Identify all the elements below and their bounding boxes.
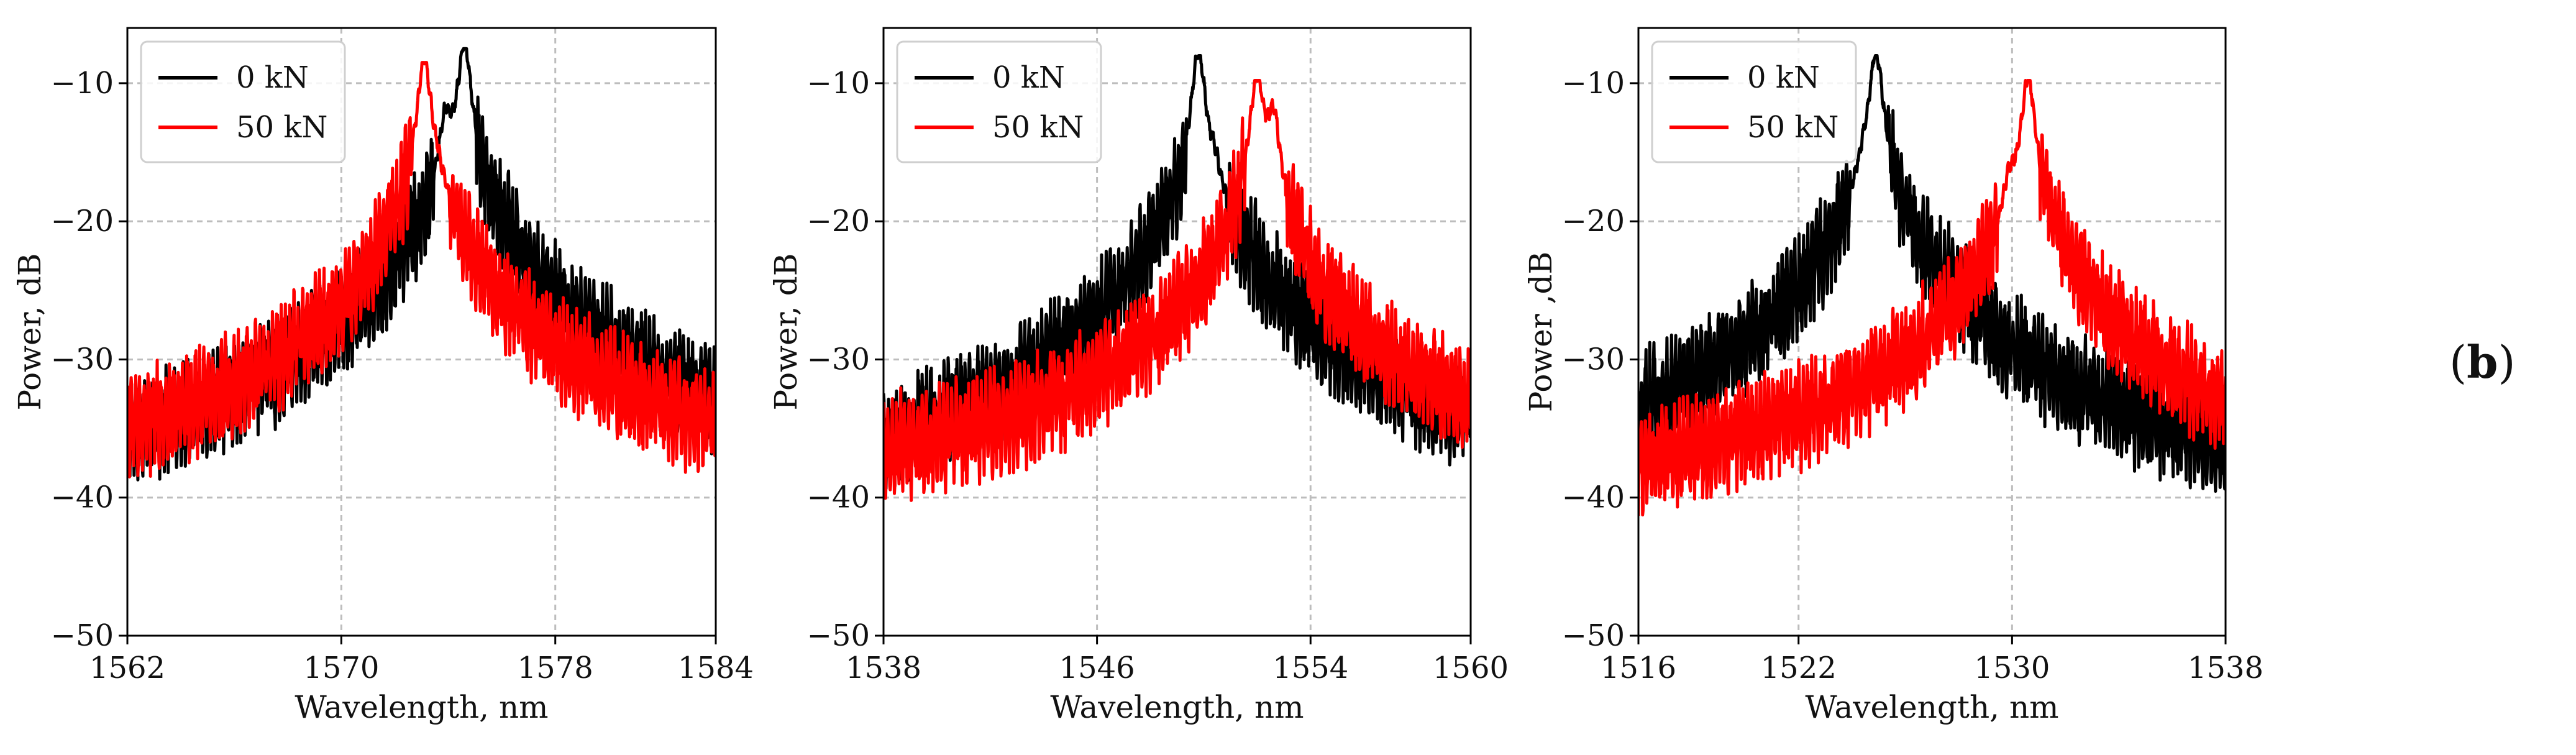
legend-entry: 0 kN <box>236 60 309 95</box>
series-line-50-kn <box>884 79 1471 502</box>
legend: 0 kN 50 kN <box>1651 40 1857 163</box>
y-tick-label: −30 <box>807 342 870 377</box>
y-tick-label: −40 <box>1562 480 1625 515</box>
legend: 0 kN 50 kN <box>896 40 1102 163</box>
x-tick-label: 1584 <box>678 651 754 685</box>
y-axis-label: Power ,dB <box>1523 252 1559 413</box>
x-tick-label: 1530 <box>1974 651 2050 685</box>
legend-entry: 50 kN <box>1747 110 1838 145</box>
x-tick-label: 1554 <box>1272 651 1348 685</box>
y-tick-label: −40 <box>807 480 870 515</box>
panel-label-close: ) <box>2498 336 2516 388</box>
x-axis-label: Wavelength, nm <box>1050 689 1304 725</box>
x-tick-label: 1538 <box>2188 651 2263 685</box>
y-axis-label: Power, dB <box>12 253 48 410</box>
legend-box <box>896 40 1102 163</box>
chart-panel-1: 1562 1570 1578 1584 −50 −40 −30 −20 −10 Wavelengt… <box>12 27 754 725</box>
series-line-50-kn <box>127 61 716 478</box>
legend-box <box>140 40 346 163</box>
panel-label-letter: b <box>2467 336 2498 388</box>
chart-panel-2: 1538 1546 1554 1560 −50 −40 −30 −20 −10 Wavelengt… <box>768 27 1509 725</box>
y-tick-label: −20 <box>1562 204 1625 239</box>
legend: 0 kN 50 kN <box>140 40 346 163</box>
x-tick-label: 1560 <box>1433 651 1509 685</box>
panel-label-open: ( <box>2449 336 2467 388</box>
y-tick-label: −30 <box>51 342 114 377</box>
y-tick-label: −10 <box>1562 66 1625 101</box>
x-tick-label: 1562 <box>89 651 165 685</box>
x-axis-label: Wavelength, nm <box>295 689 548 725</box>
x-tick-label: 1516 <box>1601 651 1676 685</box>
series-line-0-kn <box>884 54 1471 490</box>
plot-frame <box>1637 27 2227 637</box>
x-tick-label: 1570 <box>303 651 379 685</box>
x-tick-label: 1522 <box>1761 651 1837 685</box>
y-tick-label: −50 <box>1562 618 1625 653</box>
y-tick-label: −50 <box>807 618 870 653</box>
legend-box <box>1651 40 1857 163</box>
y-tick-label: −30 <box>1562 342 1625 377</box>
legend-entry: 50 kN <box>992 110 1084 145</box>
y-tick-label: −20 <box>51 204 114 239</box>
x-tick-label: 1578 <box>518 651 593 685</box>
plot-frame <box>126 27 717 637</box>
plot-frame <box>882 27 1472 637</box>
y-tick-label: −20 <box>807 204 870 239</box>
x-tick-label: 1538 <box>846 651 921 685</box>
series-line-50-kn <box>1638 79 2226 517</box>
y-tick-label: −10 <box>807 66 870 101</box>
y-axis-label: Power, dB <box>768 253 804 410</box>
y-tick-label: −10 <box>51 66 114 101</box>
y-tick-label: −40 <box>51 480 114 515</box>
panel-label: (b) <box>2449 336 2516 388</box>
x-axis-label: Wavelength, nm <box>1805 689 2058 725</box>
legend-entry: 0 kN <box>1747 60 1820 95</box>
y-tick-label: −50 <box>51 618 114 653</box>
x-tick-label: 1546 <box>1059 651 1135 685</box>
legend-entry: 0 kN <box>992 60 1065 95</box>
chart-panel-3: 1516 1522 1530 1538 −50 −40 −30 −20 −10 Wavelengt… <box>1523 27 2263 725</box>
legend-entry: 50 kN <box>236 110 327 145</box>
